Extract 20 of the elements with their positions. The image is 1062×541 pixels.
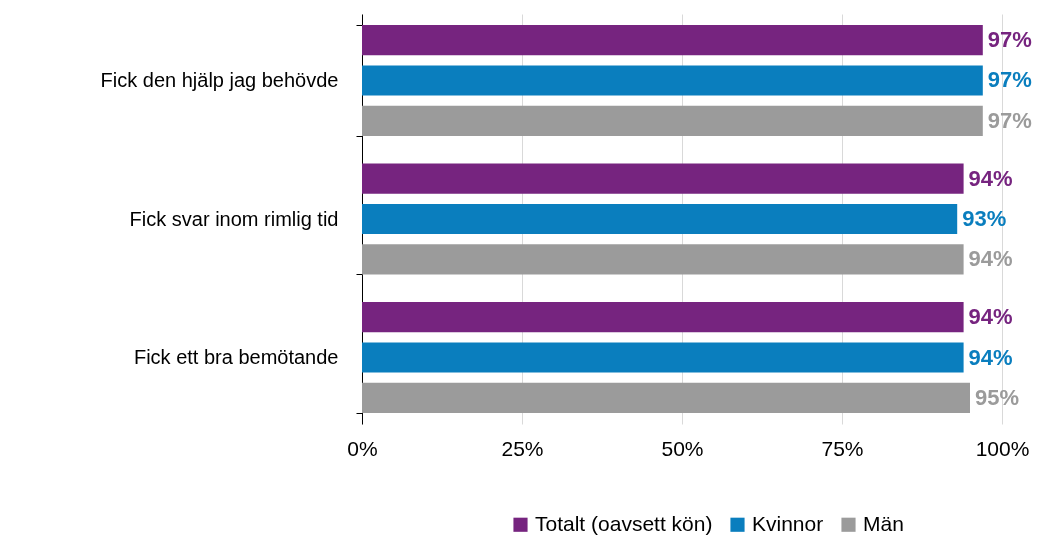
data-label: 93% [962, 206, 1007, 231]
legend-label: Totalt (oavsett kön) [535, 511, 713, 535]
data-label: 94% [968, 304, 1013, 330]
x-tick-label: 100% [975, 436, 1030, 460]
y-tick-label: Fick svar inom rimlig tid [129, 207, 339, 230]
y-tick-label: Fick den hjälp jag behövde [100, 68, 339, 91]
data-label: 94% [968, 344, 1013, 370]
legend-label: Kvinnor [752, 511, 824, 535]
x-tick-label: 25% [501, 436, 544, 460]
y-tick-label: Fick ett bra bemötande [133, 346, 339, 369]
x-tick-label: 0% [347, 436, 378, 460]
x-tick-label: 75% [821, 436, 864, 460]
x-tick-label: 50% [661, 436, 704, 460]
legend-label: Män [863, 511, 904, 535]
data-label: 97% [987, 67, 1032, 93]
data-label: 94% [968, 246, 1013, 272]
data-label: 95% [975, 384, 1020, 410]
data-label: 97% [987, 107, 1032, 133]
data-label: 97% [987, 27, 1032, 53]
data-label: 94% [968, 165, 1013, 191]
